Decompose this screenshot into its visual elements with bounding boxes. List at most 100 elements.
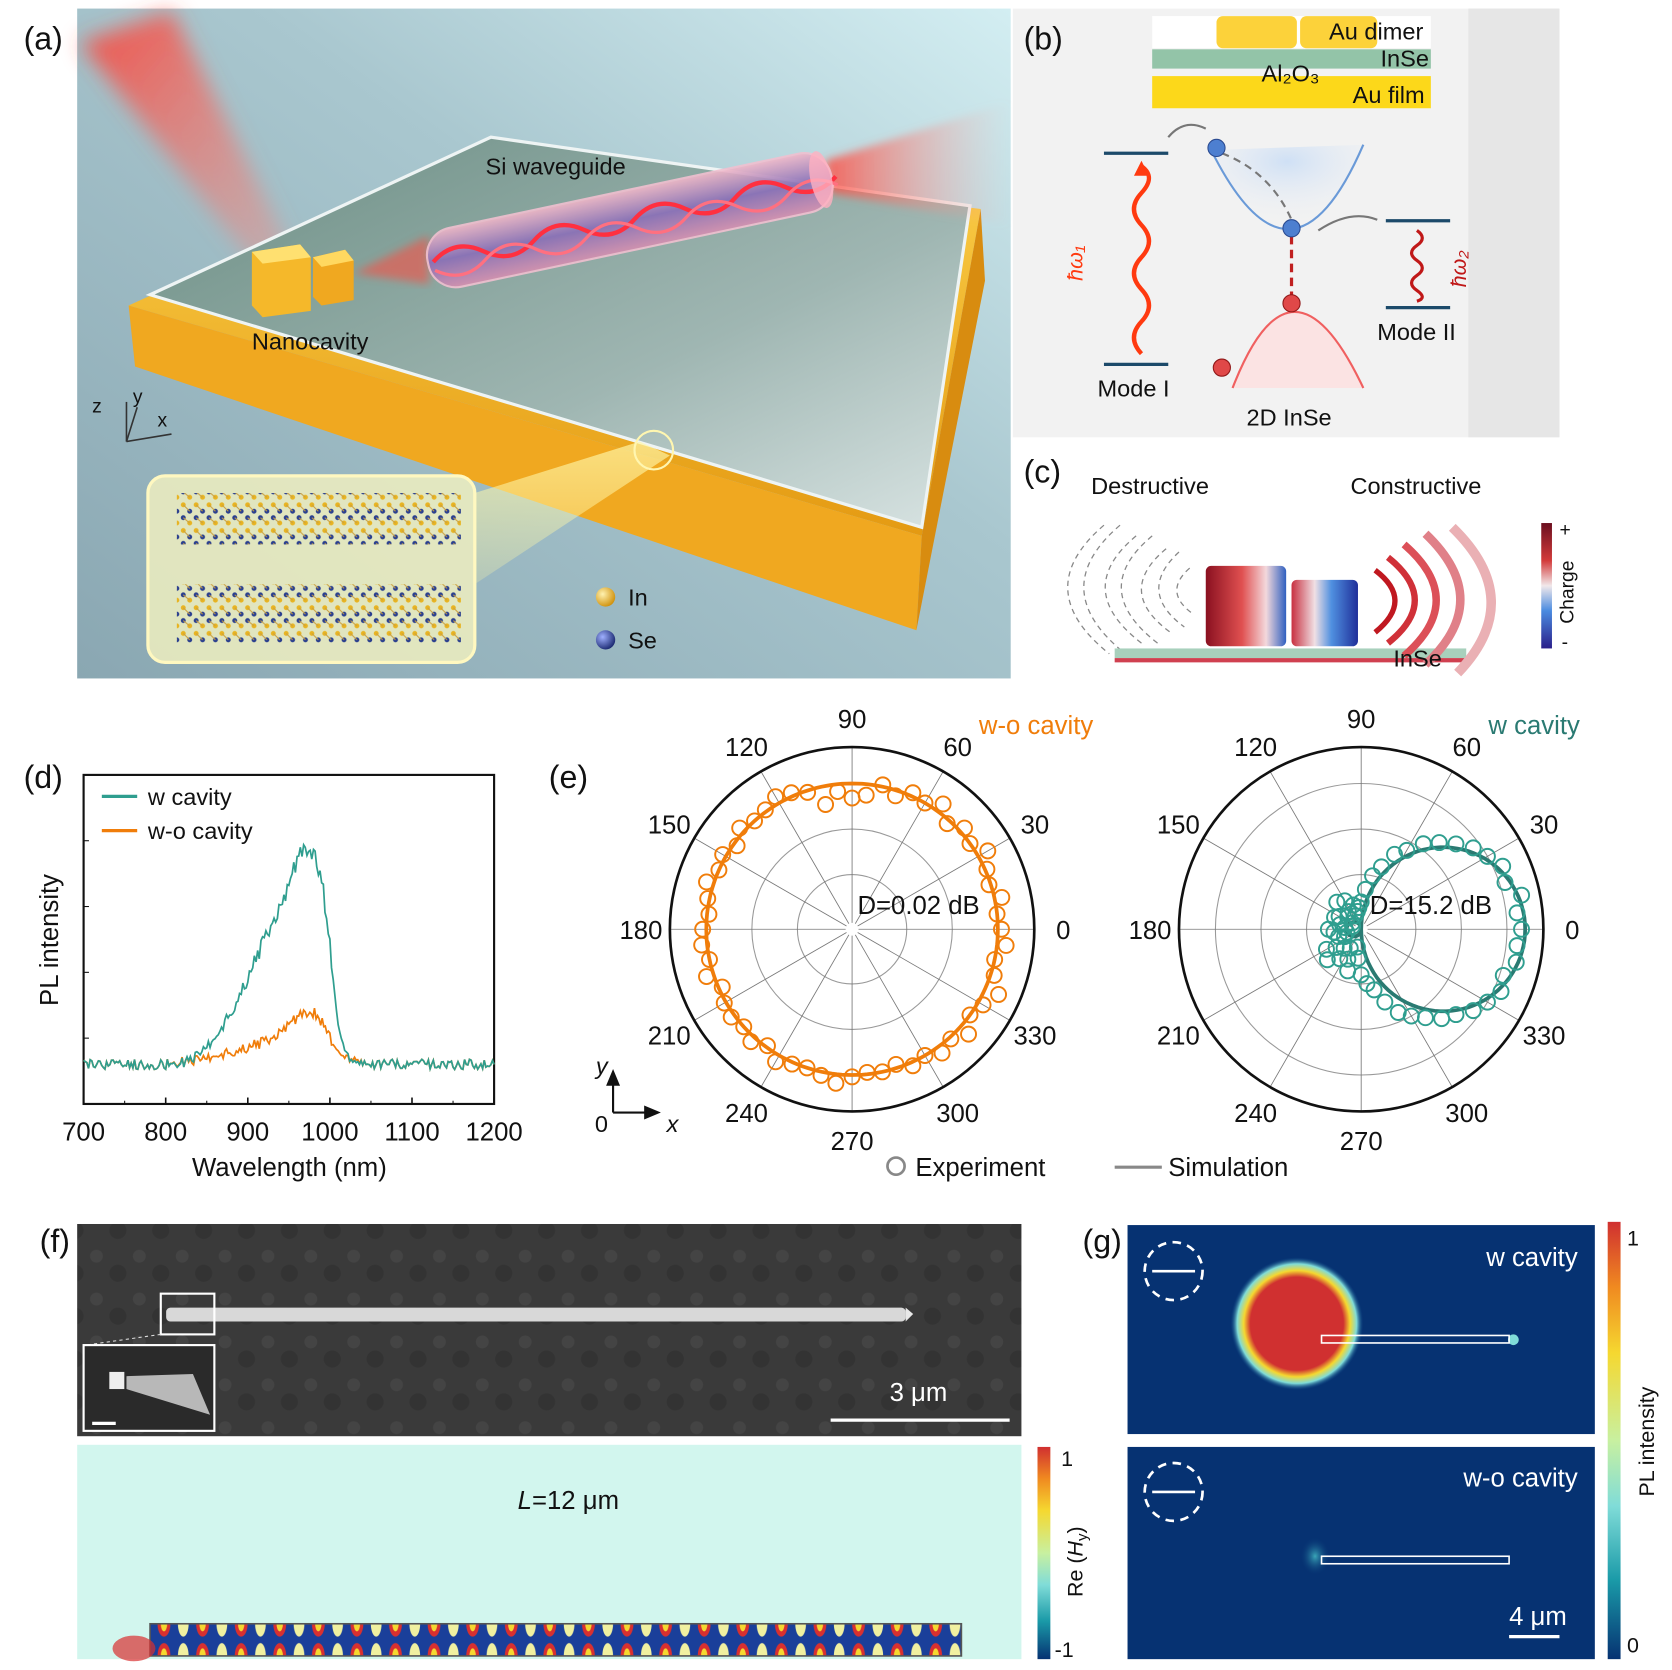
angular-gridline xyxy=(1364,934,1453,1088)
experiment-point xyxy=(714,846,732,864)
experiment-point xyxy=(812,1066,830,1084)
directivity-wo-cavity: D=0.02 dB xyxy=(857,892,979,920)
experiment-point xyxy=(1416,1009,1434,1027)
experiment-point xyxy=(960,1025,977,1043)
angle-tick-label: 30 xyxy=(1021,811,1050,839)
experiment-point xyxy=(1494,857,1512,875)
inse-strip-charge xyxy=(1114,658,1467,663)
au-dimer-right xyxy=(1300,16,1378,49)
experiment-point xyxy=(993,888,1011,906)
selenium-atom-icon xyxy=(595,630,616,650)
experiment-point xyxy=(988,905,1006,923)
experiment-point xyxy=(756,801,774,819)
nanocavity-label: Nanocavity xyxy=(252,328,369,354)
output-emission-spot xyxy=(1508,1334,1519,1346)
legend-wo-cavity: w-o cavity xyxy=(147,818,253,844)
axis-z: z xyxy=(92,397,102,418)
sem-scale-label: 3 μm xyxy=(890,1379,948,1407)
experiment-point xyxy=(713,978,731,996)
experiment-point xyxy=(1508,937,1526,955)
output-beam xyxy=(825,101,1011,226)
experiment-point xyxy=(767,1053,785,1071)
polar-plot-wo-cavity: 0 30 60 90 120 150 180 210 240 270 300 330 xyxy=(619,706,1070,1156)
angle-tick-label: 300 xyxy=(1445,1100,1488,1128)
experiment-point xyxy=(933,1044,951,1062)
sem-image xyxy=(77,1223,1022,1437)
polar-title-wo-cavity: w-o cavity xyxy=(978,712,1093,740)
x-tick-label: 700 xyxy=(62,1118,105,1146)
experiment-point xyxy=(1398,841,1416,859)
angle-tick-label: 330 xyxy=(1523,1022,1566,1050)
experiment-point xyxy=(698,968,715,986)
experiment-point xyxy=(1478,993,1496,1011)
cavity-field xyxy=(112,1635,156,1662)
zoom-circle xyxy=(633,429,675,471)
experiment-point xyxy=(782,784,800,802)
constructive-waves xyxy=(1373,523,1496,677)
gold-substrate-side xyxy=(916,209,985,631)
colorbar-minus: - xyxy=(1562,632,1568,653)
nanocavity-dimer xyxy=(251,244,354,318)
panel-label-g: (g) xyxy=(1083,1223,1122,1259)
zoom-region-box xyxy=(159,1292,216,1336)
experiment-point xyxy=(1447,835,1465,853)
experiment-point xyxy=(843,789,861,807)
hw1-label: ħω₁ xyxy=(1064,245,1088,281)
experiment-point xyxy=(742,1033,760,1051)
experiment-point xyxy=(767,788,785,806)
inse-layer-1 xyxy=(176,493,461,545)
x-tick-label: 900 xyxy=(226,1118,269,1146)
nanowire-tip xyxy=(905,1307,914,1322)
colorbar-plus: + xyxy=(1559,520,1570,541)
experiment-point xyxy=(873,1063,891,1081)
angle-tick-label: 150 xyxy=(648,811,691,839)
angle-tick-label: 120 xyxy=(725,734,768,762)
panel-f: (f) 3 μm L=12 μm 1 -1 Re (Hy) xyxy=(40,1223,1091,1662)
field-colorbar xyxy=(1037,1446,1051,1660)
charge-colorbar xyxy=(1541,523,1552,649)
simulation-curve xyxy=(704,781,1000,1077)
angle-tick-label: 120 xyxy=(1234,734,1277,762)
plot-frame xyxy=(82,773,496,1106)
pl-label-w-cavity: w cavity xyxy=(1485,1244,1578,1272)
nanowire xyxy=(166,1307,906,1322)
mode2-label: Mode II xyxy=(1377,319,1456,345)
pl-map-wo-cavity xyxy=(1127,1446,1595,1660)
angle-tick-label: 30 xyxy=(1530,811,1559,839)
experiment-point xyxy=(693,936,711,954)
pl-scale-label: 4 μm xyxy=(1509,1603,1567,1631)
angular-gridline xyxy=(760,771,850,924)
au-dimer-left xyxy=(1216,16,1297,49)
angular-gridline xyxy=(857,932,1011,1021)
indium-atom-icon xyxy=(595,587,616,607)
field-colorbar-min: -1 xyxy=(1055,1638,1074,1662)
inse-label-c: InSe xyxy=(1393,646,1441,672)
angular-gridline xyxy=(760,934,850,1088)
x-tick-label: 1200 xyxy=(465,1118,522,1146)
experiment-point xyxy=(1508,904,1526,922)
experiment-point xyxy=(942,1030,960,1048)
material-label: 2D InSe xyxy=(1247,405,1332,431)
excitation-arrow xyxy=(1167,123,1207,138)
angle-tick-label: 90 xyxy=(838,706,867,734)
polar-frame xyxy=(668,745,1036,1113)
dimer-cube-right xyxy=(1291,579,1358,647)
waveguide-field xyxy=(149,1622,963,1657)
destructive-waves xyxy=(1067,524,1193,655)
angle-tick-label: 180 xyxy=(1129,917,1172,945)
x-tick-label: 1000 xyxy=(301,1118,358,1146)
experiment-point xyxy=(715,994,733,1012)
panel-a: (a) Si waveguide Nanocavity z y x xyxy=(24,8,1011,679)
angular-gridline xyxy=(857,837,1011,927)
si-waveguide xyxy=(425,151,839,289)
experiment-point xyxy=(817,796,835,813)
legend-se: Se xyxy=(628,627,657,653)
angle-tick-label: 180 xyxy=(619,917,662,945)
inse-layer xyxy=(1152,49,1431,69)
experiment-point xyxy=(1433,1010,1451,1028)
x-tick-label: 1100 xyxy=(384,1118,439,1146)
emission-photon-icon xyxy=(1409,229,1424,303)
experiment-point xyxy=(1513,886,1531,904)
angle-tick-label: 60 xyxy=(1452,734,1481,762)
